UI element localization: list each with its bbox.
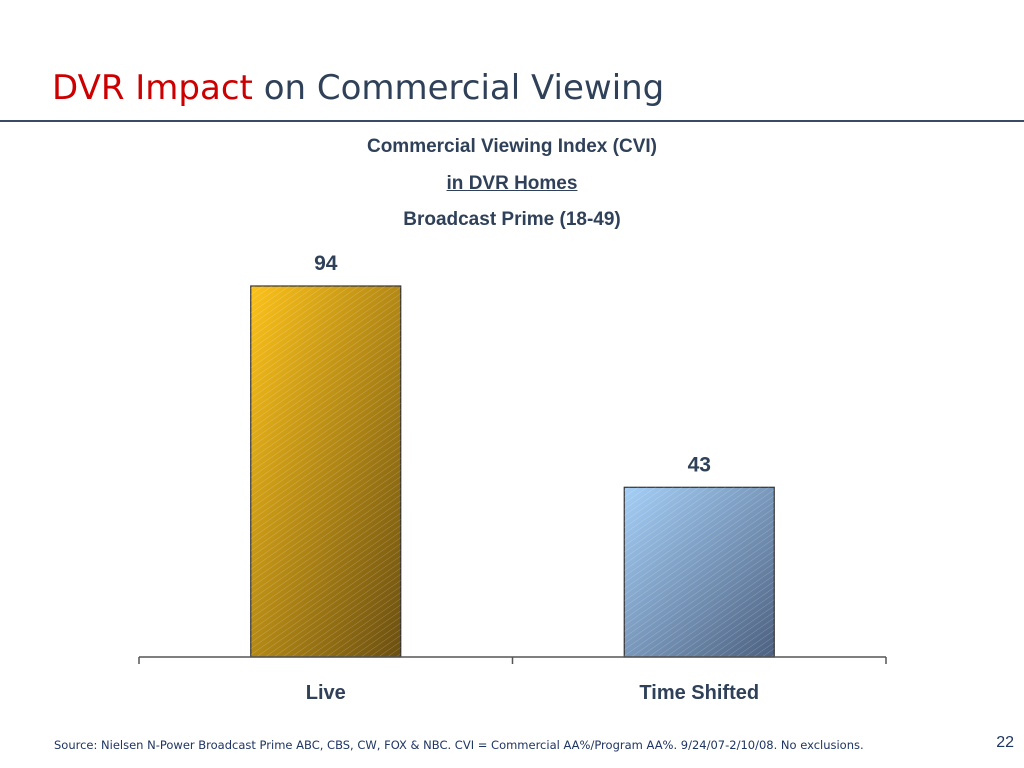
chart-title: Commercial Viewing Index (CVI) <box>366 136 657 157</box>
category-label: Time Shifted <box>639 682 759 704</box>
chart-subtitle-wrap: in DVR Homes <box>0 173 1024 195</box>
slide-title-accent: DVR Impact <box>52 68 253 108</box>
bar-time-shifted <box>623 486 775 658</box>
title-divider <box>0 120 1024 122</box>
bar-live <box>250 285 402 658</box>
source-note: Source: Nielsen N-Power Broadcast Prime … <box>54 738 864 752</box>
page-number: 22 <box>996 734 1014 751</box>
slide-title: DVR Impact on Commercial Viewing <box>52 66 664 110</box>
slide-title-main: on Commercial Viewing <box>263 68 665 108</box>
data-label: 43 <box>688 453 711 476</box>
data-label: 94 <box>314 252 338 275</box>
chart-subtitle: in DVR Homes <box>446 173 578 194</box>
category-label: Live <box>306 682 346 704</box>
chart-subtitle-2: Broadcast Prime (18-49) <box>403 209 621 230</box>
